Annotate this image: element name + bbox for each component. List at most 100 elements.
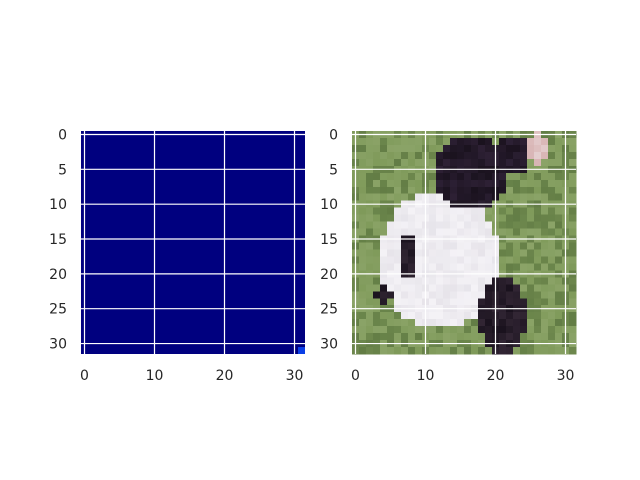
image-pixel xyxy=(513,137,521,146)
right-image-pixels xyxy=(352,131,577,355)
image-pixel xyxy=(443,291,451,299)
image-pixel xyxy=(380,263,388,271)
image-pixel xyxy=(513,312,521,320)
image-pixel xyxy=(366,298,374,306)
image-pixel xyxy=(450,277,458,285)
image-pixel xyxy=(541,298,549,306)
image-pixel xyxy=(478,263,486,271)
image-pixel xyxy=(471,277,479,285)
image-pixel xyxy=(415,312,423,320)
image-pixel xyxy=(506,242,514,250)
image-pixel xyxy=(569,298,577,306)
image-pixel xyxy=(499,263,507,271)
image-pixel xyxy=(464,249,472,257)
image-pixel xyxy=(457,186,465,195)
image-pixel xyxy=(464,172,472,181)
image-pixel xyxy=(548,347,556,355)
image-pixel xyxy=(380,221,388,229)
image-pixel xyxy=(387,172,395,181)
image-pixel xyxy=(436,242,444,250)
image-pixel xyxy=(436,207,444,216)
image-pixel xyxy=(443,207,451,216)
image-pixel xyxy=(534,326,542,334)
image-pixel xyxy=(450,137,458,146)
image-pixel xyxy=(380,172,388,181)
image-pixel xyxy=(415,319,423,327)
image-pixel xyxy=(436,151,444,160)
image-pixel xyxy=(534,207,542,216)
image-pixel xyxy=(457,249,465,257)
image-pixel xyxy=(520,256,528,264)
image-pixel xyxy=(366,158,374,167)
image-pixel xyxy=(478,221,486,229)
image-pixel xyxy=(464,228,472,236)
image-pixel xyxy=(555,333,563,341)
image-pixel xyxy=(555,319,563,327)
image-pixel xyxy=(520,186,528,195)
image-pixel xyxy=(373,277,381,285)
image-pixel xyxy=(443,151,451,160)
image-pixel xyxy=(569,207,577,216)
image-pixel xyxy=(527,333,535,341)
image-pixel xyxy=(401,263,409,271)
image-pixel xyxy=(450,284,458,292)
image-pixel xyxy=(548,249,556,257)
image-pixel xyxy=(520,326,528,334)
image-pixel xyxy=(450,347,458,355)
image-pixel xyxy=(387,319,395,327)
right-y-tick-label: 10 xyxy=(320,197,338,213)
image-pixel xyxy=(555,207,563,216)
image-pixel xyxy=(548,263,556,271)
image-pixel xyxy=(464,158,472,167)
image-pixel xyxy=(443,137,451,146)
image-pixel xyxy=(359,207,367,216)
image-pixel xyxy=(415,193,423,202)
image-pixel xyxy=(394,193,402,202)
image-pixel xyxy=(548,172,556,181)
image-pixel xyxy=(541,228,549,236)
image-pixel xyxy=(380,137,388,146)
image-pixel xyxy=(548,144,556,153)
image-pixel xyxy=(499,144,507,153)
image-pixel xyxy=(534,214,542,222)
image-pixel xyxy=(387,256,395,264)
image-pixel xyxy=(394,284,402,292)
left-heatmap-axes: 0 10 20 30 0 5 10 15 20 25 30 xyxy=(49,127,305,384)
image-pixel xyxy=(373,284,381,292)
image-pixel xyxy=(373,333,381,341)
image-pixel xyxy=(520,207,528,216)
image-pixel xyxy=(373,326,381,334)
image-pixel xyxy=(450,186,458,195)
image-pixel xyxy=(436,228,444,236)
image-pixel xyxy=(457,277,465,285)
image-pixel xyxy=(555,347,563,355)
image-pixel xyxy=(380,256,388,264)
image-pixel xyxy=(555,144,563,153)
image-pixel xyxy=(471,158,479,167)
image-pixel xyxy=(415,291,423,299)
image-pixel xyxy=(534,144,542,153)
image-pixel xyxy=(464,186,472,195)
image-pixel xyxy=(569,242,577,250)
image-pixel xyxy=(443,186,451,195)
image-pixel xyxy=(527,179,535,188)
image-pixel xyxy=(513,144,521,153)
image-pixel xyxy=(464,319,472,327)
image-pixel xyxy=(520,284,528,292)
image-pixel xyxy=(534,151,542,160)
image-pixel xyxy=(548,186,556,195)
image-pixel xyxy=(548,221,556,229)
image-pixel xyxy=(506,179,514,188)
image-pixel xyxy=(513,326,521,334)
image-pixel xyxy=(429,319,437,327)
image-pixel xyxy=(387,263,395,271)
image-pixel xyxy=(464,312,472,320)
image-pixel xyxy=(450,158,458,167)
image-pixel xyxy=(380,333,388,341)
image-pixel xyxy=(555,151,563,160)
image-pixel xyxy=(394,291,402,299)
image-pixel xyxy=(520,312,528,320)
image-pixel xyxy=(471,186,479,195)
image-pixel xyxy=(443,228,451,236)
image-pixel xyxy=(520,172,528,181)
